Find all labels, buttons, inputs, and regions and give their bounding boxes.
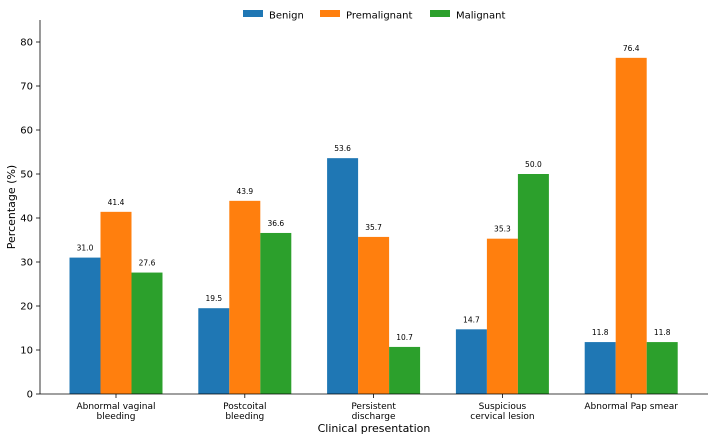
bar [229,200,261,394]
bar [327,158,359,394]
data-label: 10.7 [396,333,413,342]
bar [260,232,292,394]
data-label: 19.5 [205,294,222,303]
y-tick-label: 70 [20,82,33,93]
x-tick-label: Abnormal vaginal bleeding [76,402,155,422]
bars-group: 31.0 41.4 27.6 19.5 43.9 36.6 53.6 35.7 10.7 14.7… [69,44,678,395]
x-tick-label-line: cervical lesion [470,412,534,422]
bar [198,308,230,394]
y-tick-label: 20 [20,302,33,313]
y-tick-label: 40 [20,214,33,225]
data-label: 11.8 [592,328,609,337]
legend-swatch [243,10,263,17]
x-tick-label: Postcoital bleeding [223,402,266,422]
y-tick-label: 50 [20,170,33,181]
bar [131,272,163,394]
legend-label: Premalignant [346,11,412,22]
data-label: 27.6 [139,259,156,268]
legend-swatch [430,10,450,17]
bar [358,236,390,394]
data-label: 76.4 [623,44,640,53]
x-tick-label-line: Abnormal vaginal [76,402,155,412]
y-tick-label: 60 [20,126,33,137]
x-tick-label-line: Suspicious [479,402,527,412]
y-tick-label: 0 [27,390,33,401]
legend-item: Benign [243,10,304,22]
y-tick-label: 10 [20,346,33,357]
legend-item: Malignant [430,10,505,22]
data-label: 14.7 [463,315,480,324]
legend-swatch [320,10,340,17]
x-tick-label-line: bleeding [225,412,264,422]
data-label: 50.0 [525,160,542,169]
data-label: 43.9 [236,187,253,196]
data-label: 35.7 [365,223,382,232]
y-axis-title: Percentage (%) [5,165,18,249]
x-tick-label-line: Persistent [351,402,396,412]
data-label: 41.4 [108,198,125,207]
bar [486,238,518,394]
bar [69,257,101,394]
data-label: 35.3 [494,225,511,234]
legend-label: Malignant [456,11,505,22]
x-tick-label: Suspicious cervical lesion [470,402,534,422]
bar [455,329,487,394]
x-tick-label-line: bleeding [97,412,136,422]
x-axis-title: Clinical presentation [318,422,431,435]
y-tick-label: 30 [20,258,33,269]
x-tick-label: Persistent discharge [351,402,396,422]
legend-label: Benign [269,11,304,22]
data-label: 53.6 [334,144,351,153]
bar [615,57,647,395]
x-tick-label-line: Postcoital [223,402,266,412]
x-tick-label-line: Abnormal Pap smear [584,402,678,412]
bar [584,342,616,394]
legend-item: Premalignant [320,10,412,22]
bar [100,211,132,394]
data-label: 36.6 [267,219,284,228]
bar [517,174,549,394]
x-tick-label-line: discharge [352,412,396,422]
legend: Benign Premalignant Malignant [243,10,505,22]
bar [646,342,678,394]
data-label: 31.0 [77,244,94,253]
bar [389,346,421,394]
data-label: 11.8 [654,328,671,337]
y-tick-label: 80 [20,38,33,49]
x-tick-label: Abnormal Pap smear [584,402,678,412]
